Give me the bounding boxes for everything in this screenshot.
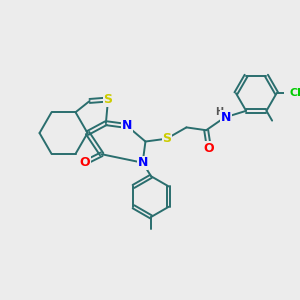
Text: Cl: Cl (290, 88, 300, 98)
Text: H: H (215, 107, 223, 117)
Text: S: S (103, 93, 112, 106)
Text: O: O (204, 142, 214, 155)
Text: O: O (80, 156, 90, 169)
Text: N: N (122, 119, 132, 133)
Text: N: N (221, 111, 231, 124)
Text: S: S (162, 132, 171, 145)
Text: N: N (137, 156, 148, 169)
